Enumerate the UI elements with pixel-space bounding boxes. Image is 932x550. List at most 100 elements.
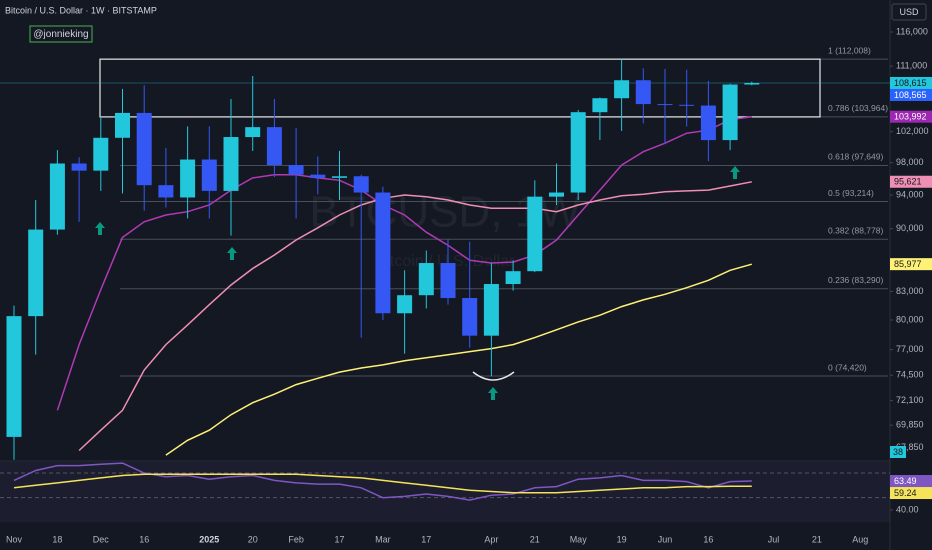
fib-label: 0.382 (88,778) [828,226,883,236]
candle-body [158,185,174,198]
chart-title: Bitcoin / U.S. Dollar · 1W · BITSTAMP [5,5,157,15]
x-tick-label: 2025 [199,534,219,544]
price-tag-label: 108,615 [894,78,927,88]
price-pane [0,58,890,460]
x-tick-label: Nov [6,534,23,544]
price-tag [890,258,932,271]
x-tick-label: Jul [768,534,780,544]
zone-box [99,58,821,118]
candle-body [180,159,196,198]
candle-body [353,176,369,193]
author-box [29,25,93,43]
price-tag [890,175,932,188]
candle-body [549,192,564,197]
candle-body [570,112,586,193]
moving-average [78,181,752,452]
candle-body [483,284,499,336]
candle-body [49,163,65,230]
overlay: 116,000 111,000 102,000 98,000 94,000 90,000 8… [0,26,932,544]
price-tag-label: 85,977 [894,259,922,269]
x-tick-label: 18 [52,534,62,544]
candle-body [700,105,716,141]
candle-body [332,176,347,178]
candle-body [223,137,239,191]
price-tag [890,487,932,500]
y-tick-label: 116,000 [896,26,928,36]
volume-label: 38 [893,447,903,457]
y-tick-label: 80,000 [896,314,924,324]
x-tick-label: Apr [484,534,498,544]
candle-body [527,196,543,272]
y-tick-label: 90,000 [896,223,924,233]
candle-body [635,80,651,105]
price-tag [890,76,932,89]
x-tick-label: Mar [375,534,391,544]
x-tick-label: Feb [288,534,304,544]
y-tick-label: 72,100 [896,395,924,405]
x-tick-label: Dec [93,534,110,544]
price-tag-label: 95,621 [894,177,922,187]
author: @jonnieking [33,29,88,40]
candle-body [657,104,673,106]
currency: USD [899,7,919,17]
candle-body [201,159,217,191]
x-tick-label: 21 [812,534,822,544]
x-tick-label: 16 [703,534,713,544]
y-tick-label: 111,000 [896,61,927,71]
fib-label: 0.618 (97,649) [828,152,883,162]
y-tick-label: 102,000 [896,126,929,136]
x-tick-label: 17 [421,534,431,544]
moving-average [56,115,752,411]
candle-body [679,104,695,106]
candle-body [418,263,434,296]
y-tick-label: 69,850 [896,420,924,430]
watermark-subtitle: Bitcoin / U.S. Dollar [376,253,515,270]
candle-body [28,229,44,317]
candle-body [462,298,478,336]
fib-label: 0.786 (103,964) [828,103,888,113]
fib-label: 0.5 (93,214) [828,188,874,198]
price-tag-label: 103,992 [894,112,927,122]
price-tag-label: 108,565 [894,90,927,100]
candle-body [71,163,87,171]
fib-label: 0 (74,420) [828,362,867,372]
currency-box [891,3,927,21]
candle-body [93,137,109,171]
candle-body [744,82,760,85]
candle-body [245,127,261,138]
candle-body [440,263,456,299]
x-tick-label: 19 [617,534,627,544]
moving-average [165,263,753,456]
x-tick-label: 16 [139,534,149,544]
candle-body [592,98,608,113]
x-tick-label: Aug [852,534,868,544]
y-tick-label: 94,000 [896,189,924,199]
candle-body [288,165,304,175]
candle-body [375,192,391,314]
x-tick-label: Jun [658,534,673,544]
price-tag [890,88,932,101]
candle-body [310,174,326,178]
price-tag [890,475,932,488]
price-tag-label: 63.49 [894,476,917,486]
y-tick-label: 67,850 [896,442,924,452]
candle-body [266,127,282,166]
rsi-panel [0,462,890,522]
rsi-line [13,473,752,494]
candle-body [614,80,630,99]
fib-label: 1 (112,008) [828,45,871,55]
rsi-tick-label: 40.00 [896,504,919,514]
fib-label: 0.236 (83,290) [828,275,883,285]
x-tick-label: 17 [334,534,344,544]
candle-body [115,112,130,138]
candle-body [397,295,413,314]
y-tick-label: 98,000 [896,157,924,167]
y-tick-label: 74,500 [896,370,924,380]
y-tick-label: 83,000 [896,286,924,296]
price-tag-label: 59.24 [894,488,917,498]
candle-body [136,112,152,186]
rsi-line [13,462,752,501]
candle-body [505,271,521,285]
